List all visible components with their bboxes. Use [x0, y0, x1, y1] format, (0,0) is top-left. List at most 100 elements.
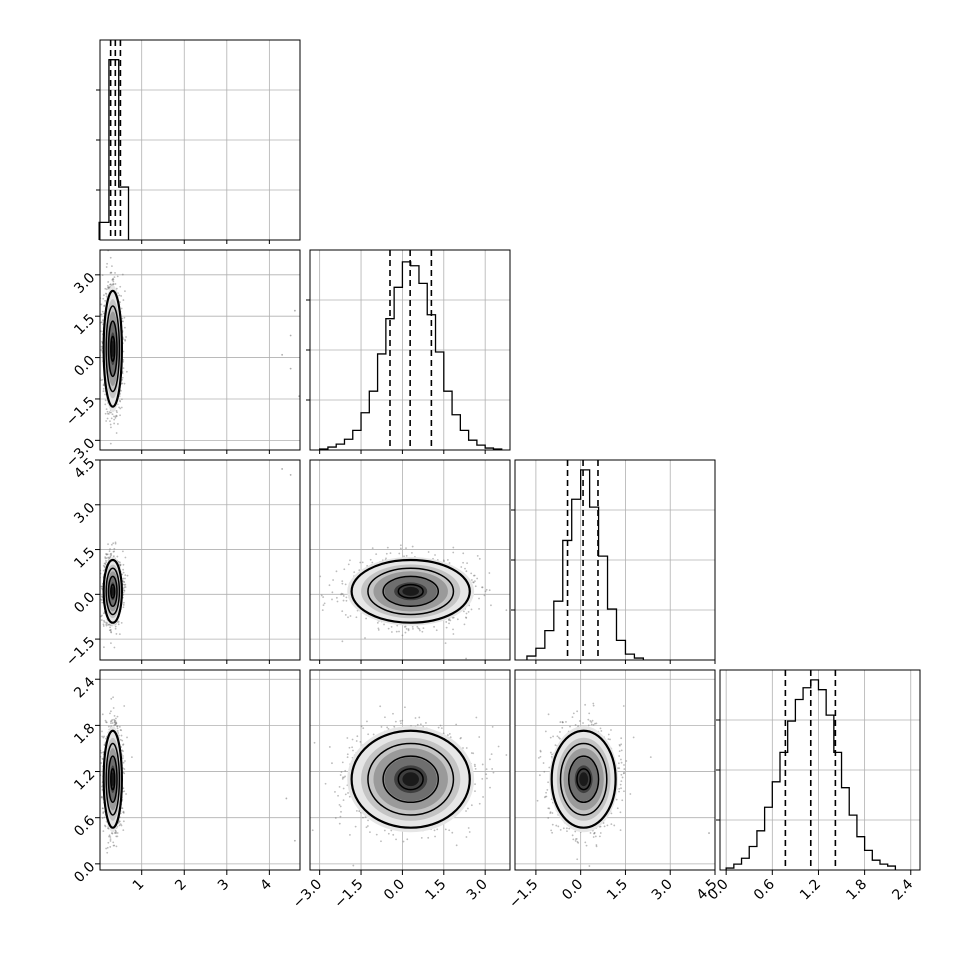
scatter-point — [103, 619, 105, 622]
scatter-point — [125, 336, 127, 338]
scatter-point — [559, 721, 562, 723]
scatter-point — [113, 422, 116, 425]
scatter-point — [557, 736, 560, 739]
scatter-point — [113, 646, 116, 649]
scatter-point — [490, 604, 492, 607]
scatter-point — [456, 618, 459, 621]
y-tick-label: 1.5 — [71, 545, 98, 572]
scatter-point — [347, 792, 349, 794]
scatter-point — [623, 790, 625, 793]
scatter-point — [331, 598, 333, 601]
scatter-point — [119, 564, 122, 567]
scatter-point — [470, 579, 473, 581]
scatter-point — [360, 725, 363, 728]
scatter-point — [505, 609, 508, 612]
scatter-point — [362, 727, 365, 730]
scatter-point — [344, 613, 347, 616]
scatter-point — [115, 717, 117, 720]
scatter-point — [114, 283, 117, 285]
scatter-point — [351, 746, 354, 749]
scatter-point — [436, 828, 439, 831]
scatter-point — [455, 844, 458, 847]
scatter-panel-2-3 — [536, 702, 710, 867]
scatter-point — [113, 415, 115, 418]
scatter-point — [107, 287, 110, 290]
scatter-point — [465, 657, 467, 660]
scatter-point — [342, 599, 345, 602]
scatter-point — [106, 622, 109, 624]
scatter-point — [123, 326, 126, 329]
scatter-point — [552, 735, 555, 738]
scatter-point — [105, 288, 108, 291]
scatter-point — [348, 795, 351, 798]
scatter-point — [446, 559, 449, 561]
scatter-point — [582, 722, 584, 724]
contour-line — [105, 742, 121, 816]
scatter-point — [123, 790, 126, 793]
scatter-point — [120, 824, 123, 827]
scatter-point — [623, 768, 626, 770]
scatter-point — [340, 593, 342, 596]
scatter-point — [105, 847, 108, 850]
scatter-point — [103, 305, 106, 308]
scatter-point — [355, 740, 358, 742]
scatter-point — [338, 822, 341, 825]
scatter-point — [123, 382, 126, 385]
x-tick-label: −1.5 — [331, 876, 366, 911]
scatter-point — [592, 702, 595, 705]
panel-frame-3-2 — [514, 669, 716, 871]
scatter-point — [574, 724, 577, 726]
scatter-point — [101, 319, 104, 322]
scatter-point — [344, 775, 346, 778]
outlier-point — [285, 797, 288, 800]
scatter-point — [399, 720, 402, 722]
scatter-point — [486, 777, 488, 780]
scatter-point — [384, 716, 386, 719]
scatter-point — [100, 585, 103, 588]
scatter-point — [621, 799, 624, 802]
scatter-point — [361, 561, 364, 564]
scatter-point — [114, 272, 116, 274]
scatter-point — [114, 627, 117, 630]
scatter-point — [116, 423, 119, 425]
scatter-point — [124, 556, 127, 559]
scatter-point — [341, 777, 344, 780]
scatter-point — [107, 623, 109, 626]
scatter-point — [416, 625, 419, 628]
scatter-point — [354, 825, 357, 828]
scatter-point — [557, 825, 560, 828]
x-tick-label: 3.0 — [649, 876, 676, 903]
outlier-point — [281, 353, 284, 356]
scatter-point — [114, 625, 117, 628]
scatter-point — [474, 585, 477, 588]
x-tick-label: −3.0 — [290, 876, 325, 911]
x-tick-label: 0.0 — [381, 876, 408, 903]
scatter-point — [117, 734, 120, 737]
scatter-point — [548, 807, 551, 810]
scatter-point — [470, 572, 473, 575]
scatter-point — [547, 713, 550, 716]
scatter-point — [339, 805, 342, 808]
scatter-point — [104, 399, 107, 402]
scatter-point — [122, 810, 125, 813]
scatter-point — [615, 798, 618, 801]
scatter-point — [111, 278, 114, 281]
scatter-point — [393, 725, 396, 728]
scatter-point — [445, 621, 448, 623]
scatter-point — [467, 610, 470, 613]
scatter-point — [649, 756, 652, 759]
scatter-point — [592, 724, 595, 726]
scatter-point — [355, 809, 358, 812]
scatter-point — [107, 841, 110, 844]
scatter-point — [119, 407, 122, 410]
scatter-point — [470, 804, 473, 807]
scatter-point — [620, 761, 623, 764]
scatter-point — [632, 736, 635, 739]
scatter-point — [620, 737, 623, 740]
scatter-panel-1-2 — [319, 544, 508, 660]
scatter-point — [332, 579, 334, 581]
scatter-point — [549, 751, 552, 754]
scatter-point — [595, 722, 598, 725]
scatter-point — [113, 714, 116, 717]
scatter-point — [417, 627, 420, 630]
